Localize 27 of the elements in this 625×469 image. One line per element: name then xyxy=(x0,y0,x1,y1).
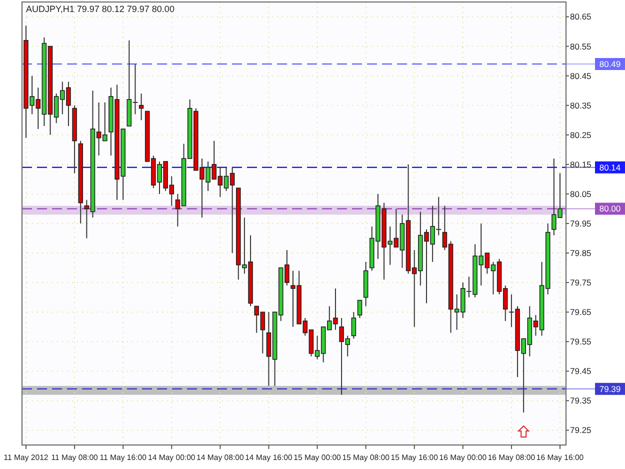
y-tick-label: 80.45 xyxy=(570,70,592,81)
candlestick xyxy=(138,93,144,121)
y-tick-label: 80.05 xyxy=(570,188,592,199)
chart-title: AUDJPY,H1 79.97 80.12 79.97 80.00 xyxy=(26,4,174,14)
ref-line-label: 80.14 xyxy=(599,162,621,172)
candlestick xyxy=(132,64,138,115)
candlestick xyxy=(351,312,356,340)
y-tick-label: 80.55 xyxy=(570,41,592,52)
candlestick xyxy=(508,294,514,328)
ref-line-label: 79.39 xyxy=(599,384,621,394)
y-tick-label: 79.45 xyxy=(570,366,592,376)
y-tick-label: 79.35 xyxy=(570,396,592,406)
ref-line-label: 80.00 xyxy=(599,204,621,214)
candlestick xyxy=(436,196,442,236)
y-tick-label: 80.25 xyxy=(570,130,592,140)
candlestick xyxy=(357,300,362,319)
ref-line-label: 80.49 xyxy=(599,58,621,69)
y-tick-label: 79.75 xyxy=(570,278,592,288)
y-tick-label: 80.35 xyxy=(570,100,592,110)
y-tick-label: 79.95 xyxy=(570,218,592,228)
y-tick-label: 79.65 xyxy=(570,307,592,318)
y-tick-label: 79.25 xyxy=(570,425,592,436)
y-tick-label: 80.65 xyxy=(570,12,592,22)
y-tick-label: 80.15 xyxy=(570,159,592,170)
candlestick xyxy=(466,276,472,298)
y-tick-label: 79.55 xyxy=(570,336,592,347)
y-tick-label: 79.85 xyxy=(570,248,592,258)
